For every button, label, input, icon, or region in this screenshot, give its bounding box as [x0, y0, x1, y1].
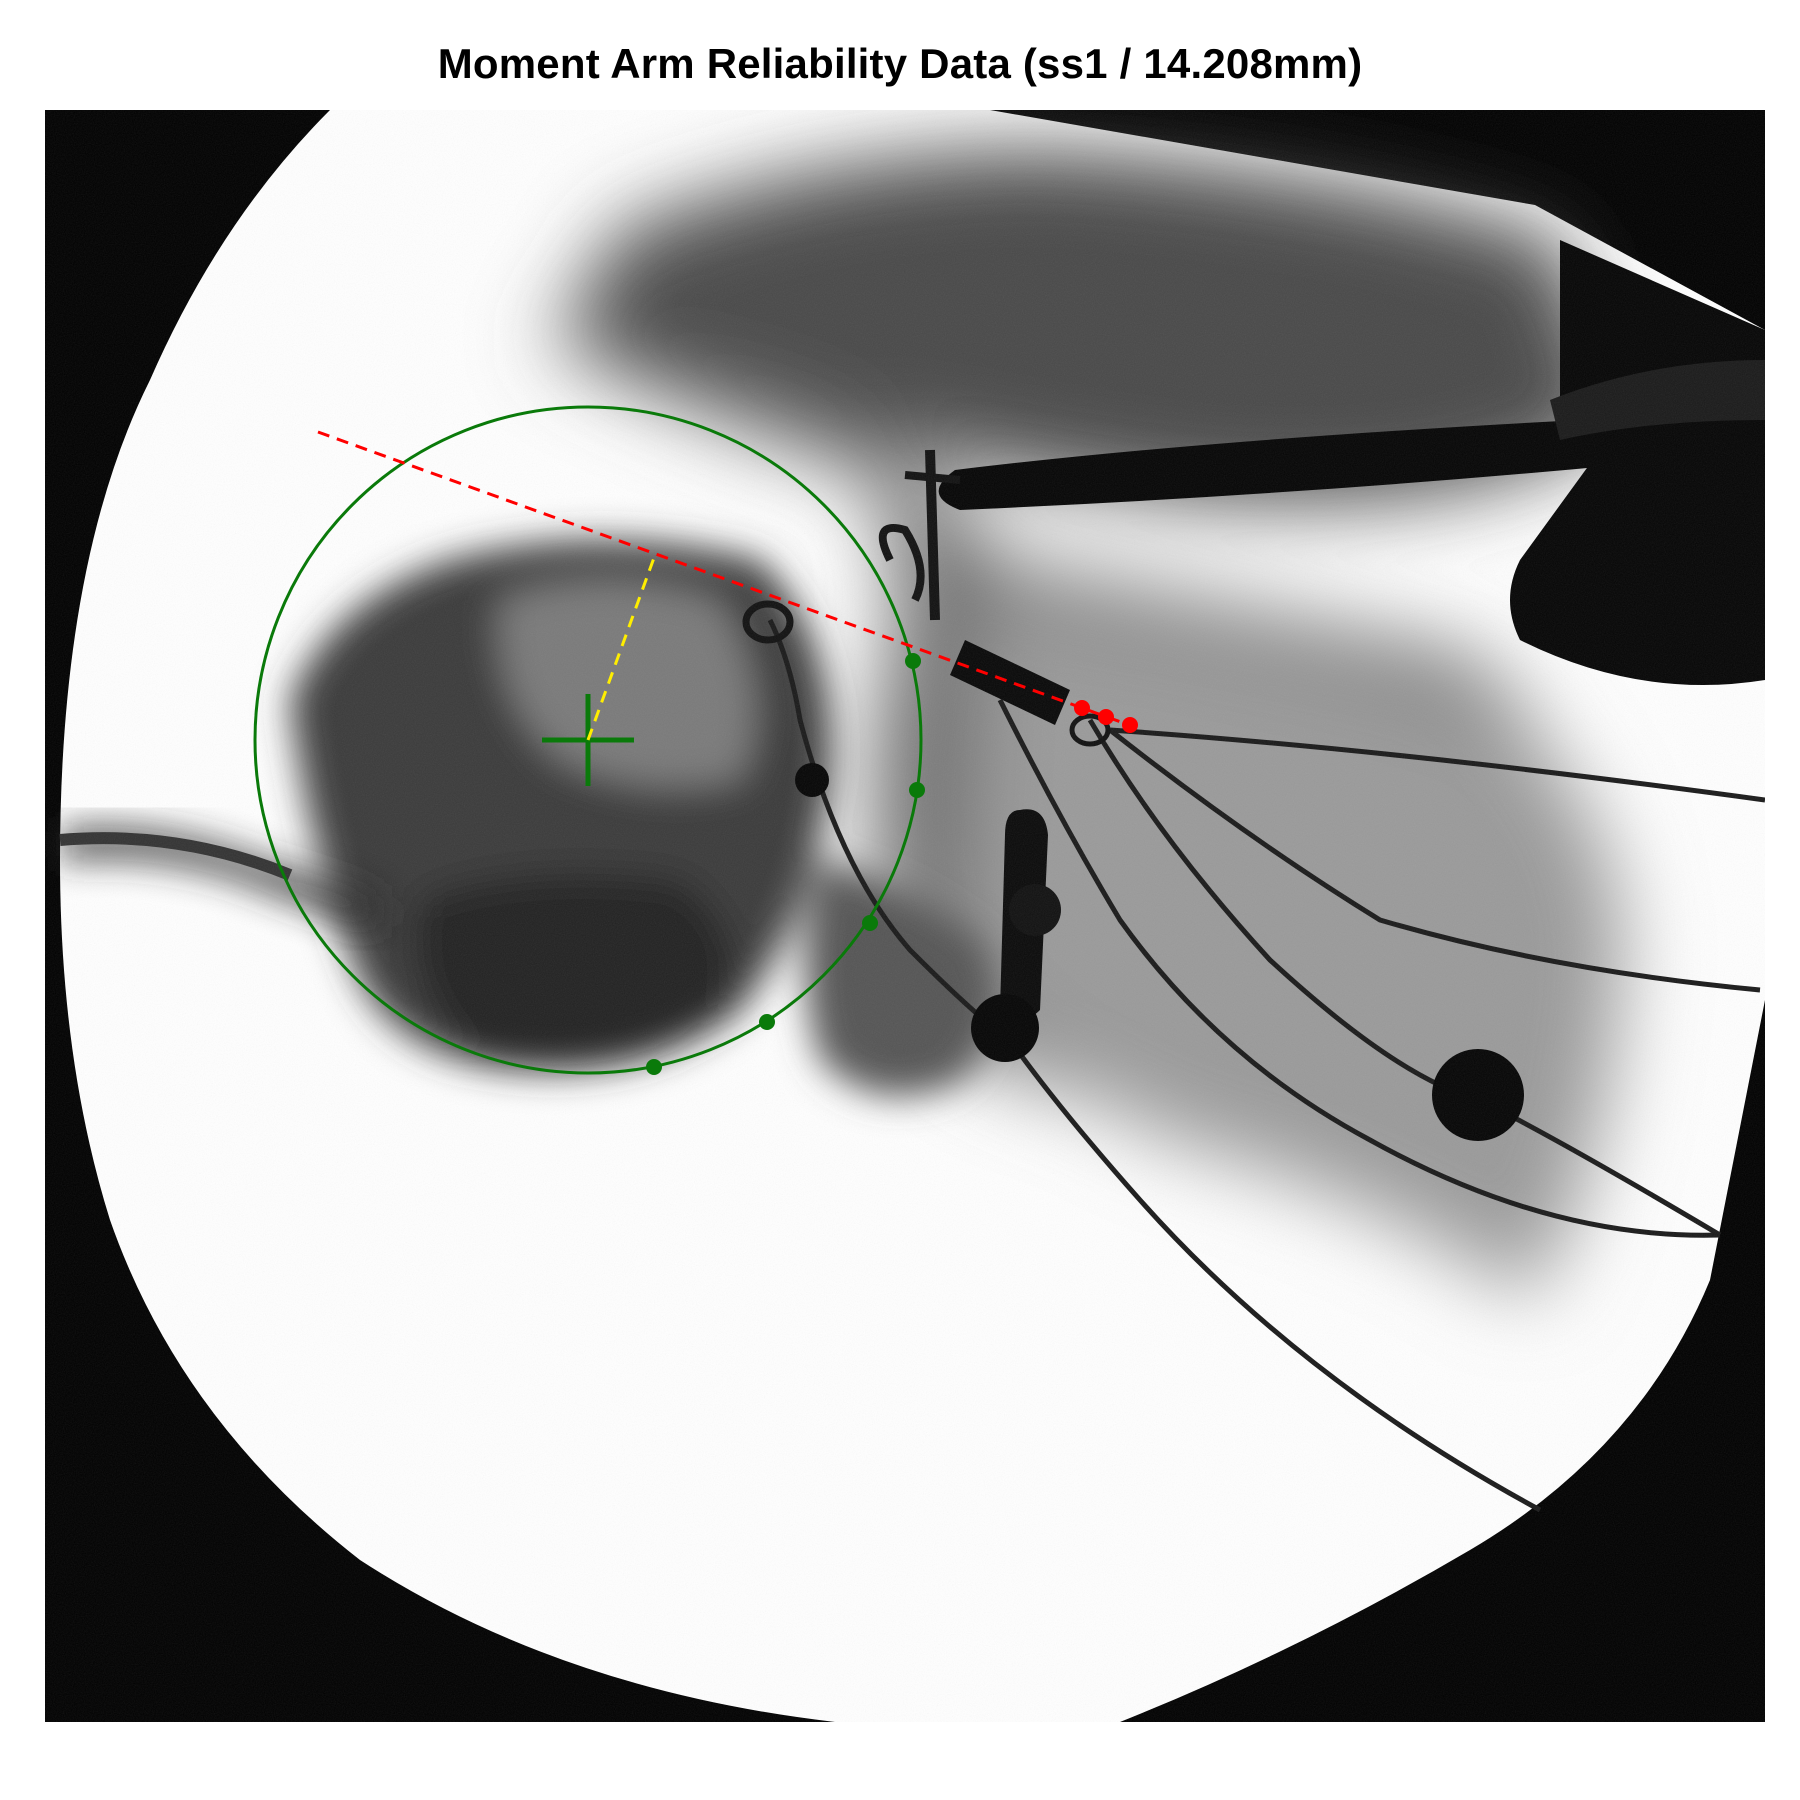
- circle-fit-point: [905, 653, 921, 669]
- circle-fit-point: [862, 915, 878, 931]
- circle-fit-point: [909, 782, 925, 798]
- circle-fit-point: [759, 1014, 775, 1030]
- xray-image: [45, 110, 1765, 1722]
- moment-arm-line: [586, 554, 657, 741]
- measurement-overlay: [253, 405, 1138, 1075]
- line-fit-point: [1098, 709, 1114, 725]
- line-of-action: [317, 430, 1133, 728]
- fitted-circle: [253, 405, 923, 1075]
- line-fit-point: [1122, 717, 1138, 733]
- figure-title: Moment Arm Reliability Data (ss1 / 14.20…: [437, 40, 1363, 87]
- circle-fit-point: [646, 1059, 662, 1075]
- line-fit-point: [1074, 700, 1090, 716]
